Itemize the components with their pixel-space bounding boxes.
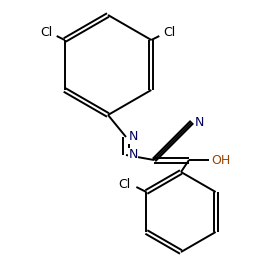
Text: N: N	[128, 130, 138, 144]
Text: Cl: Cl	[163, 25, 175, 38]
Text: OH: OH	[211, 153, 231, 167]
Text: N: N	[128, 149, 138, 162]
Text: Cl: Cl	[118, 177, 130, 191]
Text: N: N	[194, 115, 204, 129]
Text: Cl: Cl	[41, 25, 53, 38]
